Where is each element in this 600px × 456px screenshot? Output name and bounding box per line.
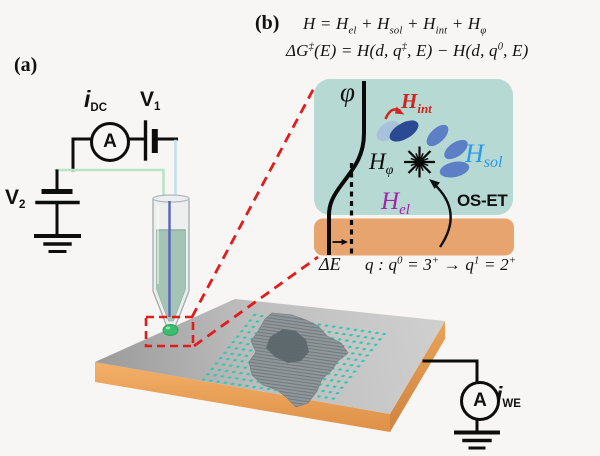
- delta-e-label: ΔE: [319, 254, 341, 274]
- os-et-arrow: [429, 179, 452, 248]
- substrate: [95, 299, 445, 432]
- solvent-ellipse-2: [444, 139, 468, 160]
- zoom-callout: [144, 87, 319, 348]
- solvent-ellipse-3: [439, 161, 470, 178]
- delta-e-arrow: [332, 239, 348, 245]
- zoom-box: [144, 315, 195, 348]
- electrode-box: [314, 218, 514, 256]
- ground-symbol-left: [34, 234, 81, 253]
- zoom-callout-line-top: [190, 87, 316, 318]
- h-phi-label: Hφ: [369, 149, 394, 178]
- v2-label: V2: [5, 186, 26, 211]
- h-int-label: Hint: [401, 89, 432, 116]
- ground-symbol-right: [454, 430, 500, 450]
- panel-a-label: (a): [14, 54, 38, 76]
- wire-green-to-pipette: [54, 168, 165, 202]
- pipette-probe: [152, 194, 190, 336]
- h-int-arrow: [384, 106, 405, 120]
- substrate-front-face: [95, 362, 390, 432]
- v1-label: V1: [140, 88, 161, 113]
- zoom-callout-line-bottom: [193, 255, 319, 348]
- ammeter-dc: A: [90, 122, 130, 162]
- activation-energy-equation: ΔG‡(E) = H(d, q‡, E) − H(d, q0, E): [286, 41, 529, 60]
- droplet: [162, 324, 179, 336]
- phi-label: φ: [340, 77, 355, 107]
- ammeter-we: A: [460, 381, 500, 421]
- circuit-wiring: [34, 120, 500, 450]
- wire-substrate-to-we: [422, 359, 479, 383]
- potential-curve: [327, 81, 366, 255]
- hamiltonian-equation: H = Hel + Hsol + Hint + Hφ: [303, 14, 487, 37]
- wire-ammeter-left: [71, 137, 93, 172]
- substrate-right-face: [390, 321, 445, 432]
- redox-star-icon: [404, 146, 435, 178]
- solvent-shell: [376, 120, 470, 178]
- battery-v1: [143, 120, 158, 161]
- solvent-ellipse-1: [426, 124, 449, 147]
- solvent-ellipse-navy: [389, 120, 419, 142]
- ammeter-we-symbol: A: [473, 390, 487, 411]
- i-we-label: iWE: [496, 382, 521, 410]
- panel-b-label: (b): [255, 12, 280, 34]
- battery-v2: [35, 189, 80, 205]
- flake-dark-region: [266, 329, 309, 363]
- h-sol-label: Hsol: [465, 139, 503, 171]
- os-et-label: OS-ET: [457, 191, 508, 210]
- h-el-label: Hel: [381, 188, 410, 218]
- droplet-highlight: [165, 326, 171, 330]
- ammeter-dc-symbol: A: [103, 131, 117, 152]
- i-dc-label: iDC: [84, 86, 108, 114]
- pipette-rim: [152, 194, 190, 203]
- charge-transfer-equation: q : q0 = 3+ → q1 = 2+: [365, 255, 517, 274]
- inset-panel: [314, 79, 514, 256]
